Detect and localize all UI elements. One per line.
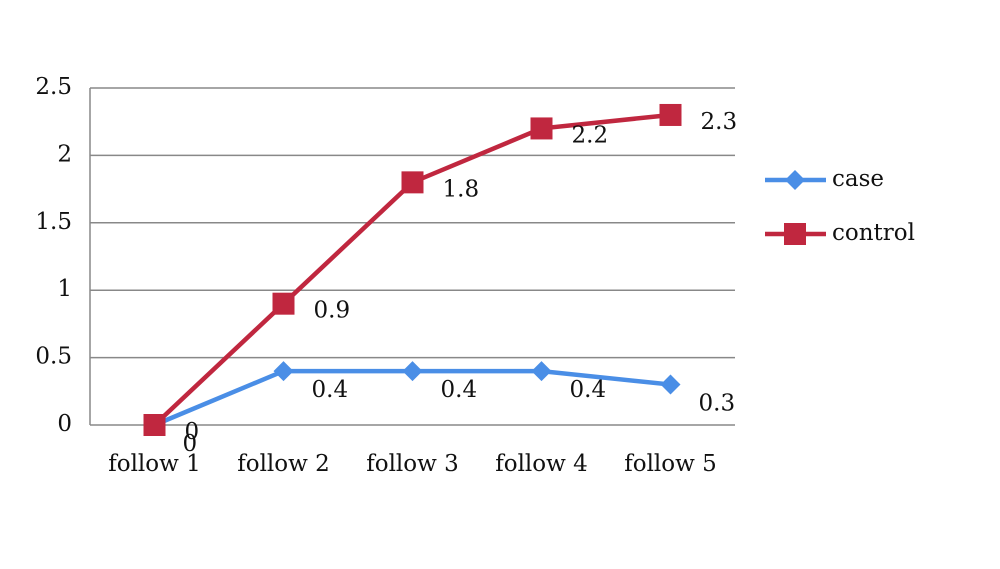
marker — [659, 103, 682, 126]
marker — [273, 361, 294, 382]
data-label: 2.2 — [572, 122, 609, 148]
data-label: 0 — [185, 419, 200, 445]
data-label: 0 — [183, 431, 198, 457]
marker — [530, 117, 553, 140]
marker — [143, 414, 166, 436]
data-label: 1.8 — [443, 176, 480, 202]
y-tick-label: 2 — [57, 141, 72, 167]
legend-label: control — [832, 220, 915, 246]
marker — [402, 361, 423, 382]
data-label: 0.9 — [314, 298, 351, 324]
y-tick-label: 0.5 — [35, 344, 72, 370]
data-label: 2.3 — [701, 109, 738, 135]
x-tick-label: follow 5 — [624, 451, 717, 477]
data-label: 0.3 — [699, 391, 736, 417]
y-tick-label: 1.5 — [35, 209, 72, 235]
y-tick-label: 1 — [57, 276, 72, 302]
marker — [785, 170, 805, 190]
marker — [401, 171, 424, 194]
marker — [531, 361, 552, 382]
x-tick-label: follow 3 — [366, 451, 459, 477]
x-tick-label: follow 4 — [495, 451, 588, 477]
marker — [272, 292, 295, 315]
y-tick-label: 2.5 — [35, 74, 72, 100]
data-label: 0.4 — [312, 377, 349, 403]
marker — [660, 374, 681, 395]
data-label: 0.4 — [570, 377, 607, 403]
marker — [784, 223, 806, 245]
legend-label: case — [832, 166, 884, 192]
y-tick-label: 0 — [57, 411, 72, 437]
x-tick-label: follow 1 — [108, 451, 201, 477]
data-label: 0.4 — [441, 377, 478, 403]
x-tick-label: follow 2 — [237, 451, 330, 477]
